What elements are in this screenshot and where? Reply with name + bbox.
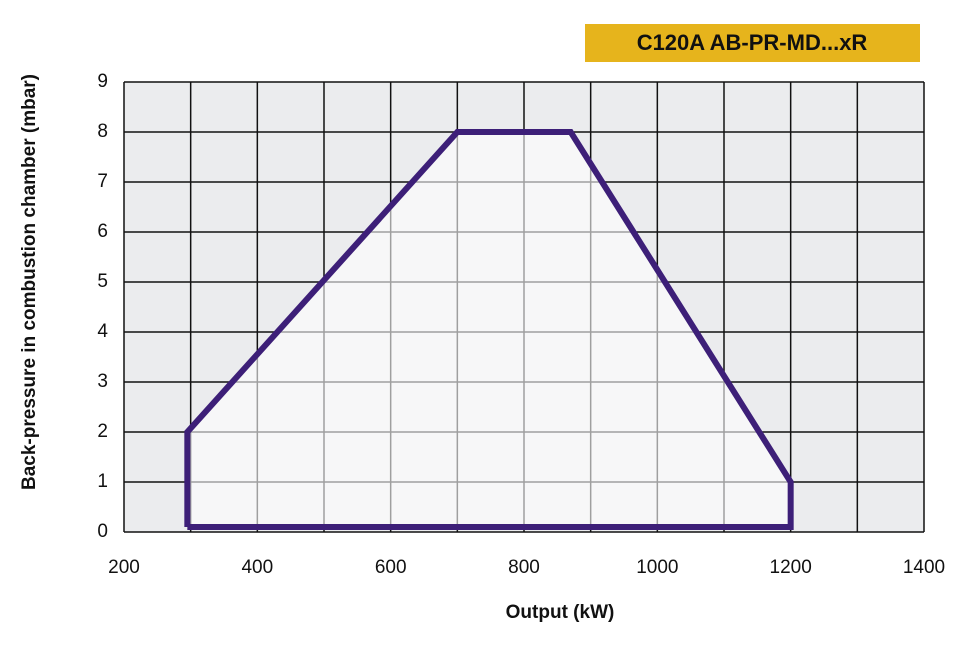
x-tick-label: 1000 [636,557,678,578]
y-tick-label: 7 [97,171,108,192]
x-axis-label: Output (kW) [506,602,615,623]
x-tick-label: 1400 [903,557,945,578]
x-tick-label: 1200 [770,557,812,578]
chart-title: C120A AB-PR-MD...xR [637,30,868,55]
x-tick-label: 400 [241,557,273,578]
y-tick-label: 8 [97,121,108,142]
y-axis-label: Back-pressure in combustion chamber (mba… [19,74,40,490]
y-tick-label: 0 [97,521,108,542]
y-tick-label: 5 [97,271,108,292]
x-tick-label: 600 [375,557,407,578]
x-tick-label: 200 [108,557,140,578]
y-tick-label: 9 [97,71,108,92]
y-tick-label: 6 [97,221,108,242]
operating-area [184,129,794,530]
x-tick-label: 800 [508,557,540,578]
y-tick-label: 3 [97,371,108,392]
y-tick-label: 4 [97,321,108,342]
y-tick-label: 1 [97,471,108,492]
title-badge [585,24,920,62]
y-tick-label: 2 [97,421,108,442]
